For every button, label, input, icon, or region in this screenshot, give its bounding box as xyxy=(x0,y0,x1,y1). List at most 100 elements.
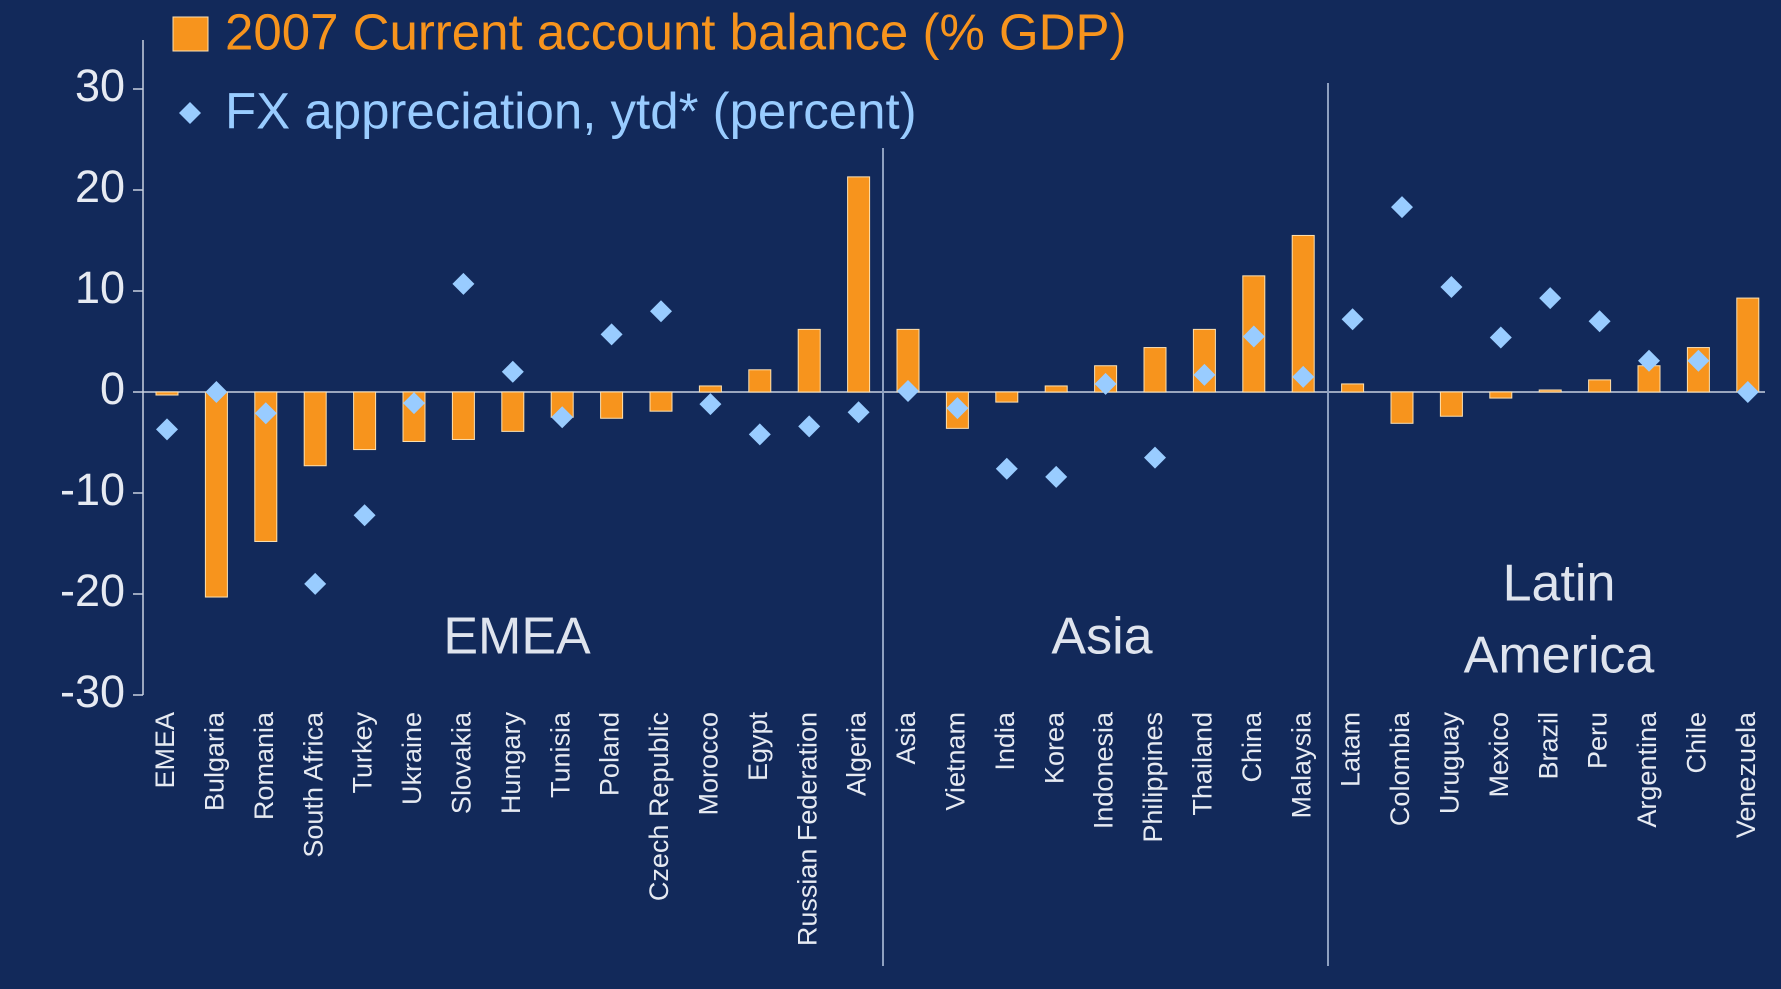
diamond xyxy=(995,457,1018,480)
group-label: Asia xyxy=(1051,608,1152,666)
diamond xyxy=(1341,308,1364,331)
bar xyxy=(649,391,673,412)
diamond xyxy=(847,401,870,424)
bar xyxy=(1044,385,1068,393)
bar xyxy=(797,328,821,393)
diamond xyxy=(1045,465,1068,488)
bar xyxy=(204,391,228,598)
group-label: Latin xyxy=(1503,555,1616,613)
x-tick-label: Turkey xyxy=(348,712,378,794)
diamond xyxy=(897,379,919,402)
diamond xyxy=(1638,349,1660,372)
legend-label: 2007 Current account balance (% GDP) xyxy=(225,3,1126,60)
x-tick-label: Ukraine xyxy=(397,712,427,805)
diamond xyxy=(600,323,623,346)
x-tick-label: Morocco xyxy=(694,712,724,816)
bar xyxy=(1588,379,1612,393)
diamond xyxy=(1242,325,1265,348)
diamond xyxy=(304,572,327,595)
bar xyxy=(1390,391,1414,424)
y-tick-label: -20 xyxy=(60,565,125,616)
diamond xyxy=(156,418,178,441)
x-tick-label: Poland xyxy=(595,712,625,796)
diamond xyxy=(1094,372,1117,395)
diamond xyxy=(551,406,574,429)
x-tick-label: Vietnam xyxy=(941,712,971,811)
diamond xyxy=(699,393,722,416)
y-tick-label: 0 xyxy=(100,363,125,414)
x-tick-label: Egypt xyxy=(743,712,773,782)
diamond xyxy=(650,300,672,323)
x-tick-label: Bulgaria xyxy=(200,711,230,811)
legend-swatch xyxy=(172,16,209,52)
x-tick-label: Colombia xyxy=(1385,711,1415,826)
bar xyxy=(1736,297,1760,393)
y-tick-label: -30 xyxy=(60,666,125,717)
x-tick-label: Venezuela xyxy=(1731,711,1761,838)
diamond xyxy=(1539,287,1562,310)
diamond xyxy=(1193,363,1216,386)
x-tick-label: Czech Republic xyxy=(644,712,674,901)
diamond xyxy=(254,402,277,425)
x-tick-label: EMEA xyxy=(150,712,180,789)
diamond xyxy=(1489,326,1512,349)
diamond xyxy=(1736,381,1759,403)
x-tick-label: Brazil xyxy=(1533,712,1563,780)
x-tick-label: Indonesia xyxy=(1089,711,1119,829)
bar xyxy=(748,369,772,393)
y-tick-label: 20 xyxy=(75,161,125,212)
x-tick-label: Chile xyxy=(1682,712,1712,774)
diamond xyxy=(748,423,771,446)
y-tick-label: 30 xyxy=(75,60,125,111)
x-tick-label: Algeria xyxy=(842,711,872,796)
bar xyxy=(1143,347,1167,393)
x-tick-label: Uruguay xyxy=(1435,712,1465,815)
diamond xyxy=(501,360,524,383)
diamond xyxy=(353,504,376,527)
bar xyxy=(1489,391,1513,399)
legend-label: FX appreciation, ytd* (percent) xyxy=(225,82,917,139)
diamond xyxy=(1440,275,1463,298)
bar xyxy=(254,391,278,542)
bar xyxy=(600,391,624,419)
diamond xyxy=(205,381,228,403)
bar xyxy=(451,391,475,440)
bar xyxy=(155,391,179,396)
x-tick-label: Philippines xyxy=(1138,712,1168,843)
bar xyxy=(501,391,525,432)
group-label: America xyxy=(1464,627,1655,685)
legend-marker xyxy=(179,102,201,124)
diamond xyxy=(1588,310,1611,333)
x-tick-label: Russian Federation xyxy=(792,712,822,946)
x-tick-label: Tunisia xyxy=(545,711,575,798)
x-tick-label: Romania xyxy=(249,711,279,820)
x-tick-label: Asia xyxy=(891,711,921,765)
x-tick-label: Thailand xyxy=(1188,712,1218,816)
x-tick-label: Peru xyxy=(1583,712,1613,769)
diamond xyxy=(403,392,425,415)
bar xyxy=(1341,383,1365,393)
diamond xyxy=(1391,196,1413,219)
x-tick-label: Hungary xyxy=(496,712,526,815)
bar xyxy=(995,391,1019,403)
x-tick-label: Latam xyxy=(1336,712,1366,787)
y-tick-label: -10 xyxy=(60,464,125,515)
diamond xyxy=(798,415,821,438)
x-tick-label: Argentina xyxy=(1632,711,1662,828)
bar xyxy=(1538,389,1562,393)
y-tick-label: 10 xyxy=(75,262,125,313)
x-tick-label: Korea xyxy=(1039,711,1069,784)
bar xyxy=(847,176,871,393)
diamond xyxy=(1292,365,1315,388)
bar xyxy=(1439,391,1463,417)
x-tick-label: South Africa xyxy=(298,711,328,858)
diamond xyxy=(1144,446,1166,469)
bar xyxy=(353,391,377,451)
x-tick-label: Slovakia xyxy=(447,711,477,814)
diamond xyxy=(1687,349,1710,372)
x-tick-label: Malaysia xyxy=(1286,711,1316,819)
diamond xyxy=(452,272,475,295)
